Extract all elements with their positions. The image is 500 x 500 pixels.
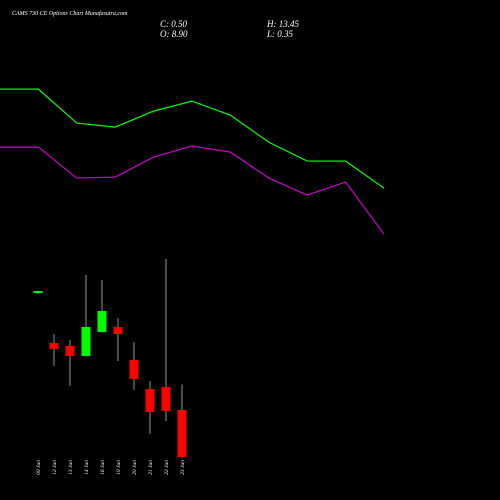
x-tick-label: 20 Jan <box>132 460 138 475</box>
x-tick-label: 14 Jan <box>83 460 90 475</box>
candle-body <box>113 327 123 335</box>
candle-body <box>145 388 155 412</box>
x-tick-label: 16 Jan <box>100 460 106 475</box>
candle-body <box>177 409 187 457</box>
info-close: C: 0.50 <box>160 19 188 29</box>
candle-body <box>161 386 171 411</box>
candle-body <box>33 291 43 294</box>
x-tick-label: 19 Jan <box>116 460 122 475</box>
candle-body <box>97 311 107 332</box>
overlay-line <box>0 88 385 189</box>
x-tick-label: 22 Jan <box>164 460 170 475</box>
x-tick-label: 23 Jan <box>180 460 186 475</box>
x-tick-label: 21 Jan <box>148 460 154 475</box>
overlay-line <box>0 145 385 235</box>
x-tick-label: 12 Jan <box>52 460 58 475</box>
candle-body <box>81 327 91 356</box>
chart-title: CAMS 730 CE Options Chart Munafasutra.co… <box>12 10 128 17</box>
candle-body <box>49 343 59 349</box>
x-tick-label: 13 Jan <box>68 460 74 475</box>
info-high: H: 13.45 <box>266 19 299 29</box>
info-open: O: 8.90 <box>160 29 188 39</box>
info-low: L: 0.35 <box>266 29 294 39</box>
x-tick-label: 09 Jan <box>36 460 42 475</box>
candle-body <box>65 345 75 356</box>
candle-body <box>129 360 139 379</box>
